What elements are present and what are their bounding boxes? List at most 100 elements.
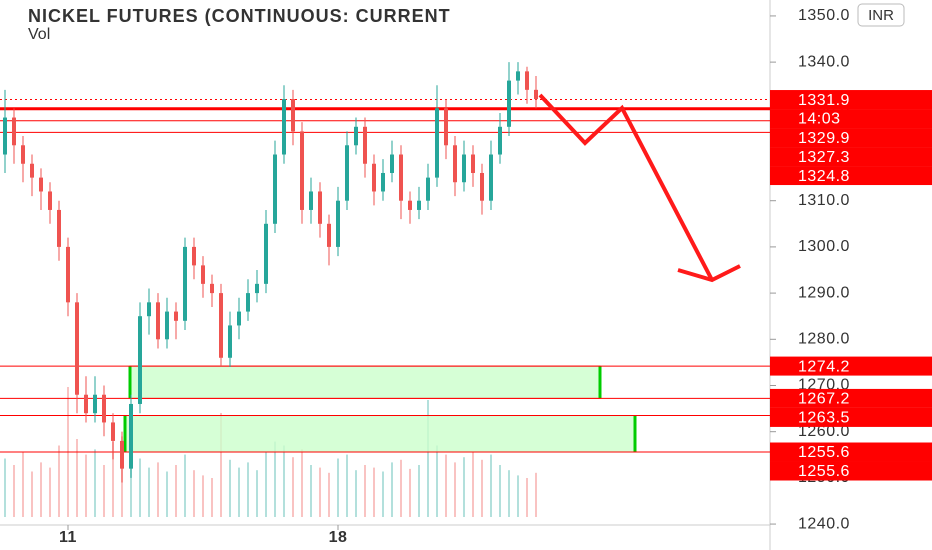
volume-bar xyxy=(454,462,456,517)
volume-bar xyxy=(499,465,501,517)
candle-body xyxy=(246,293,250,312)
volume-bar xyxy=(265,452,267,517)
x-tick-label: 18 xyxy=(329,529,348,546)
candle-body xyxy=(273,154,277,224)
candle-body xyxy=(183,246,187,321)
candle-body xyxy=(111,422,115,441)
candle-body xyxy=(309,191,313,210)
volume-bar xyxy=(292,457,294,517)
price-level-label: 1255.6 xyxy=(798,463,850,480)
y-tick-label: 1280.0 xyxy=(798,331,850,348)
volume-bar xyxy=(319,467,321,517)
volume-bar xyxy=(4,458,6,517)
x-tick-label: 11 xyxy=(59,529,77,546)
price-level-label: 1255.6 xyxy=(798,444,850,461)
volume-bar xyxy=(76,439,78,517)
candle-body xyxy=(75,302,79,395)
volume-bar xyxy=(463,457,465,517)
candle-body xyxy=(39,177,43,192)
candle-body xyxy=(507,80,511,127)
volume-bar xyxy=(409,468,411,517)
y-tick-label: 1290.0 xyxy=(798,284,850,301)
candle-body xyxy=(462,154,466,183)
candle-body xyxy=(30,163,34,178)
price-level-label: 1324.8 xyxy=(798,168,850,185)
volume-bar xyxy=(148,467,150,517)
price-level-label: 1263.5 xyxy=(798,410,850,427)
volume-bar xyxy=(481,459,483,517)
candle-body xyxy=(444,108,448,146)
volume-bar xyxy=(211,478,213,517)
y-tick-label: 1310.0 xyxy=(798,192,850,209)
forecast-arrow xyxy=(538,93,714,281)
candle-body xyxy=(66,246,70,303)
level-layer xyxy=(0,99,770,453)
candle-body xyxy=(21,145,25,164)
candle-body xyxy=(345,145,349,201)
volume-bar xyxy=(184,454,186,517)
demand-zone xyxy=(124,415,636,453)
volume-bar xyxy=(283,445,285,517)
volume-bar xyxy=(256,470,258,517)
volume-bar xyxy=(508,470,510,517)
volume-bar xyxy=(364,465,366,517)
volume-bar xyxy=(382,471,384,517)
arrow-head xyxy=(677,264,741,283)
volume-bar xyxy=(490,454,492,517)
price-level-box xyxy=(770,166,932,186)
volume-bar xyxy=(139,458,141,517)
volume-bar xyxy=(229,459,231,517)
volume-bar xyxy=(112,441,114,517)
volume-bar xyxy=(193,470,195,517)
y-tick-label: 1350.0 xyxy=(798,7,850,24)
price-level-box xyxy=(770,128,932,148)
candle-body xyxy=(264,223,268,284)
price-level-box xyxy=(770,356,932,376)
candle-body xyxy=(228,325,232,358)
candle-body xyxy=(381,172,385,192)
candle-body xyxy=(390,154,394,173)
candle-body xyxy=(480,172,484,201)
candle-body xyxy=(237,311,241,326)
candle-body xyxy=(471,154,475,173)
candle-body xyxy=(201,265,205,284)
y-tick-label: 1240.0 xyxy=(798,515,850,532)
volume-bar xyxy=(58,445,60,517)
volume-bar xyxy=(94,449,96,517)
volume-bar xyxy=(427,400,429,517)
candle-body xyxy=(93,394,97,414)
price-axis: 1240.01250.01260.01270.01280.01290.01300… xyxy=(770,7,932,532)
volume-bar xyxy=(274,441,276,517)
volume-bar xyxy=(535,472,537,517)
candle-body xyxy=(525,71,529,90)
y-tick-label: 1300.0 xyxy=(798,238,850,255)
candle-body xyxy=(417,200,421,210)
candle-body xyxy=(498,126,502,155)
price-level-box xyxy=(770,147,932,167)
volume-bar xyxy=(337,458,339,517)
volume-bar xyxy=(103,465,105,517)
candle-body xyxy=(300,131,304,210)
price-level-box xyxy=(770,388,932,408)
currency-label[interactable]: INR xyxy=(868,7,894,24)
zone-layer xyxy=(123,365,637,453)
volume-bar xyxy=(346,454,348,517)
volume-bar xyxy=(301,449,303,517)
candle-body xyxy=(318,191,322,224)
volume-bar xyxy=(85,454,87,517)
volume-bar xyxy=(247,462,249,517)
volume-bar xyxy=(130,452,132,517)
demand-zone xyxy=(129,365,601,399)
volume-bar xyxy=(418,465,420,517)
volume-bar xyxy=(355,470,357,517)
candle-body xyxy=(129,403,133,469)
volume-bar xyxy=(445,454,447,517)
candle-body xyxy=(408,200,412,210)
candle-body xyxy=(3,117,7,155)
price-level-label: 1274.2 xyxy=(798,358,850,375)
volume-bar xyxy=(40,462,42,517)
candle-body xyxy=(84,394,88,414)
currency-button[interactable] xyxy=(857,3,905,27)
